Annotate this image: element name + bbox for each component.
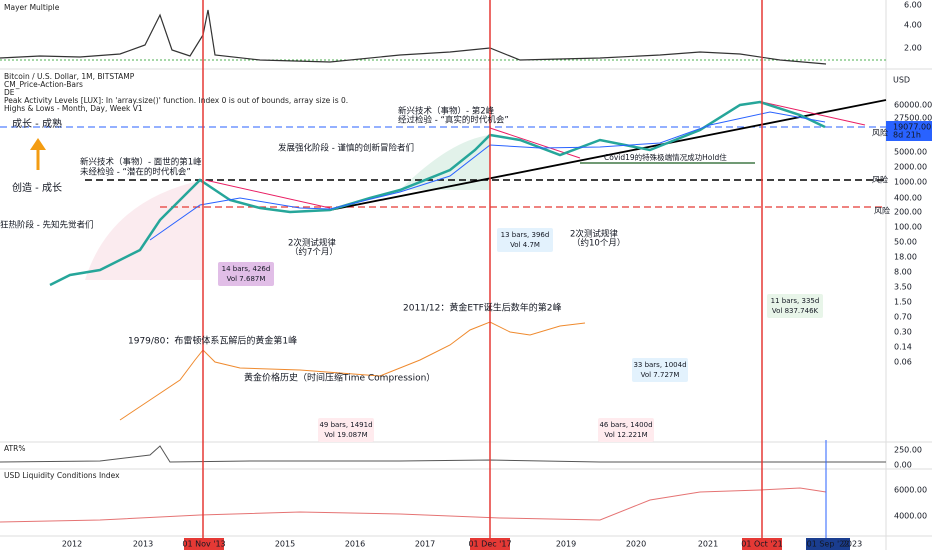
axis-label: 0.06 — [894, 358, 912, 367]
x-axis-label: 2012 — [62, 540, 82, 549]
risk-label: 风险 — [872, 128, 888, 138]
pane-title: Mayer Multiple — [4, 3, 60, 12]
axis-label: 27500.00 — [894, 114, 932, 123]
axis-label: 1.50 — [894, 298, 912, 307]
axis-label: 2.00 — [904, 44, 922, 53]
x-axis-label: 01 Dec '17 — [468, 540, 511, 549]
measure-text: Vol 4.7M — [510, 241, 540, 249]
measure-text: 46 bars, 1400d — [599, 421, 652, 429]
x-axis-label: 2021 — [698, 540, 718, 549]
last-price: 19077.00 — [893, 123, 931, 132]
measure-text: 33 bars, 1004d — [633, 361, 686, 369]
annotation: 2011/12：黄金ETF诞生后数年的第2峰 — [403, 302, 561, 314]
annotation: 经过检验 - “真实的时代机会” — [398, 115, 509, 126]
annotation: （约10个月） — [572, 238, 625, 249]
measure-text: 49 bars, 1491d — [319, 421, 372, 429]
axis-label: 0.30 — [894, 328, 912, 337]
x-axis-label: 2015 — [275, 540, 295, 549]
annotation: 狂热阶段 - 先知先觉者们 — [0, 220, 93, 231]
axis-label: 100.00 — [894, 223, 922, 232]
axis-label: 250.00 — [894, 446, 922, 455]
countdown: 8d 21h — [893, 131, 921, 140]
axis-label: 18.00 — [894, 253, 917, 262]
annotation: 1979/80：布雷顿体系瓦解后的黄金第1峰 — [128, 335, 297, 347]
measure-box — [767, 294, 823, 318]
measure-box — [218, 262, 274, 286]
x-axis-label: 2013 — [133, 540, 153, 549]
axis-label: 8.00 — [894, 268, 912, 277]
axis-label: 6000.00 — [894, 486, 927, 495]
measure-box — [632, 358, 688, 382]
measure-text: Vol 7.727M — [641, 371, 680, 379]
annotation: 发展强化阶段 - 谨慎的创新冒险者们 — [278, 143, 414, 154]
chart-header: Highs & Lows - Month, Day, Week V1 — [4, 104, 143, 113]
axis-label: 4000.00 — [894, 512, 927, 521]
annotation: 2次测试规律 — [288, 238, 336, 249]
x-axis-label: 2023 — [842, 540, 862, 549]
axis-label: 0.70 — [894, 313, 912, 322]
measure-text: 14 bars, 426d — [222, 265, 271, 273]
annotation: 2次测试规律 — [570, 229, 618, 240]
x-axis-label: 01 Oct '21 — [741, 540, 782, 549]
annotation: 未经检验 - “潜在的时代机会” — [80, 167, 191, 178]
risk-label: 风险 — [874, 206, 890, 216]
measure-text: Vol 19.087M — [324, 431, 367, 439]
chart-header: Peak Activity Levels [LUX]: In 'array.si… — [4, 96, 348, 105]
axis-label: 4.00 — [904, 21, 922, 30]
x-axis-label: 01 Sep '22 — [807, 540, 850, 549]
axis-label: 2000.00 — [894, 163, 927, 172]
x-axis-label: 2016 — [345, 540, 365, 549]
measure-text: Vol 837.746K — [772, 307, 819, 315]
pane-title: ATR% — [4, 444, 25, 453]
axis-label: 0.00 — [894, 461, 912, 470]
measure-text: Vol 12.221M — [604, 431, 647, 439]
measure-box — [598, 418, 654, 442]
x-axis-label: 2020 — [626, 540, 646, 549]
annotation: 成长 - 成熟 — [12, 117, 62, 130]
annotation: 创造 - 成长 — [12, 181, 62, 194]
measure-box — [318, 418, 374, 442]
x-axis-label: 2017 — [415, 540, 435, 549]
axis-label: 60000.00 — [894, 101, 932, 110]
axis-label: 6.00 — [904, 1, 922, 10]
chart-header: Bitcoin / U.S. Dollar, 1M, BITSTAMP — [4, 72, 135, 81]
measure-box — [497, 228, 553, 252]
annotation: 新兴技术（事物）- 第2峰 — [398, 106, 495, 117]
axis-label: 400.00 — [894, 194, 922, 203]
axis-label: 1000.00 — [894, 178, 927, 187]
axis-unit: USD — [893, 76, 910, 85]
measure-text: Vol 7.687M — [227, 275, 266, 283]
measure-text: 11 bars, 335d — [771, 297, 820, 305]
axis-label: 200.00 — [894, 208, 922, 217]
axis-label: 5000.00 — [894, 148, 927, 157]
annotation: 新兴技术（事物）- 面世的第1峰 — [80, 157, 202, 168]
measure-text: 13 bars, 396d — [501, 231, 550, 239]
chart-header: DE — [4, 88, 15, 97]
annotation: 黄金价格历史（时间压缩Time Compression） — [244, 372, 435, 384]
axis-label: 0.14 — [894, 343, 912, 352]
axis-label: 3.50 — [894, 283, 912, 292]
annotation: Covid19的特殊极端情况成功Hold住 — [604, 152, 727, 162]
pane-title: USD Liquidity Conditions Index — [4, 471, 120, 480]
annotation: （约7个月） — [290, 247, 338, 258]
x-axis-label: 2019 — [556, 540, 576, 549]
x-axis-label: 01 Nov '13 — [182, 540, 225, 549]
axis-label: 50.00 — [894, 238, 917, 247]
risk-label: 风险 — [872, 175, 888, 185]
chart-header: CM_Price-Action-Bars — [4, 80, 83, 89]
